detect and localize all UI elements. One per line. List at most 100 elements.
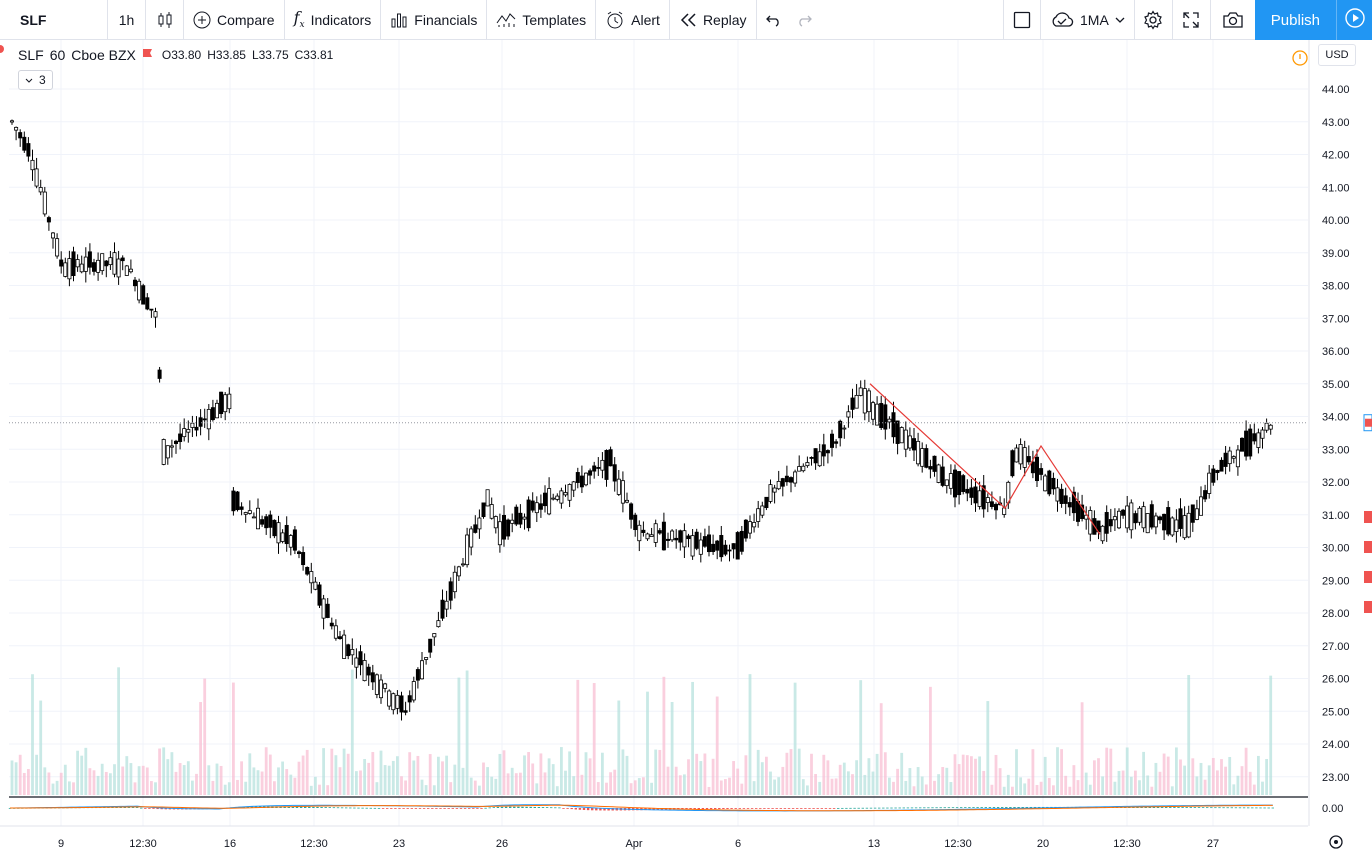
alert-button[interactable]: Alert xyxy=(596,0,670,40)
candle-body xyxy=(51,232,56,239)
financials-button[interactable]: Financials xyxy=(381,0,488,40)
chart-style-button[interactable] xyxy=(146,0,184,40)
candle-body xyxy=(526,499,531,529)
volume-bar xyxy=(1224,766,1227,795)
candle-body xyxy=(1227,450,1232,465)
candle-body xyxy=(317,584,322,606)
volume-bar xyxy=(178,763,182,795)
candle-body xyxy=(518,512,523,525)
volume-bar xyxy=(588,758,592,795)
volume-bar xyxy=(1117,770,1121,795)
candle-body xyxy=(871,402,876,420)
play-button[interactable] xyxy=(1336,0,1372,40)
macd-histogram-bar xyxy=(345,807,348,809)
undo-icon[interactable] xyxy=(765,13,782,27)
layout-button[interactable]: 1MA xyxy=(1041,0,1135,40)
candle-body xyxy=(809,457,814,459)
volume-bar xyxy=(92,770,96,795)
candle-body xyxy=(333,625,338,639)
templates-button[interactable]: Templates xyxy=(487,0,597,40)
candle-body xyxy=(219,391,224,415)
currency-label[interactable]: USD xyxy=(1318,44,1356,66)
macd-histogram-bar xyxy=(373,807,377,809)
macd-histogram-bar xyxy=(582,808,586,810)
candle-body xyxy=(374,674,379,695)
symbol-search-button[interactable]: SLF xyxy=(0,0,108,40)
volume-bar xyxy=(678,775,682,795)
compare-button[interactable]: Compare xyxy=(184,0,285,40)
candle-body xyxy=(292,529,297,551)
candle-body xyxy=(202,418,207,421)
volume-bar xyxy=(1146,775,1150,795)
candle-body xyxy=(182,428,187,438)
candle-body xyxy=(428,638,433,653)
macd-histogram-bar xyxy=(1234,807,1238,809)
volume-bar xyxy=(1056,747,1059,795)
macd-histogram-bar xyxy=(808,808,811,809)
volume-bar xyxy=(1093,760,1096,795)
candle-body xyxy=(477,517,482,530)
volume-bar xyxy=(236,779,239,795)
candle-body xyxy=(719,535,724,558)
trend-drawing-line[interactable] xyxy=(869,383,1101,535)
candle-body xyxy=(731,543,736,550)
candle-body xyxy=(739,530,744,552)
candle-body xyxy=(63,262,68,277)
legend-collapse-button[interactable]: 3 xyxy=(18,70,53,90)
price-label: 42.00 xyxy=(1322,150,1350,162)
snapshot-button[interactable] xyxy=(1211,0,1255,40)
interval-button[interactable]: 1h xyxy=(108,0,146,40)
candle-body xyxy=(1043,475,1048,492)
chart-canvas[interactable]: 44.00 43.00 42.00 41.00 40.00 39.00 38.00 37.00… xyxy=(0,40,1372,856)
candle-body xyxy=(1186,512,1191,538)
redo-icon[interactable] xyxy=(796,13,812,27)
candle-body xyxy=(875,403,880,426)
volume-bar xyxy=(1244,747,1248,795)
candle-body xyxy=(1244,430,1249,457)
publish-button[interactable]: Publish xyxy=(1254,0,1336,40)
candle-body xyxy=(711,543,716,552)
price-label: 33.00 xyxy=(1322,444,1350,456)
volume-bar xyxy=(842,762,846,795)
candle-body xyxy=(1182,515,1187,539)
macd-histogram-bar xyxy=(750,808,754,809)
time-label: 6 xyxy=(735,838,741,850)
candle-body xyxy=(752,522,757,528)
volume-bar xyxy=(855,760,858,795)
macd-histogram-bar xyxy=(869,807,873,809)
fullscreen-toggle-button[interactable] xyxy=(1003,0,1041,40)
volume-bar xyxy=(687,759,690,795)
indicators-button[interactable]: fx Indicators xyxy=(285,0,382,40)
replay-button[interactable]: Replay xyxy=(670,0,757,40)
volume-bar xyxy=(847,771,850,795)
volume-bar xyxy=(580,774,584,795)
volume-bar xyxy=(998,768,1002,795)
volume-bar xyxy=(953,754,957,795)
volume-bar xyxy=(637,778,641,795)
candle-body xyxy=(973,486,978,504)
macd-histogram-bar xyxy=(796,808,799,809)
candle-body xyxy=(1133,513,1138,524)
settings-button[interactable] xyxy=(1135,0,1173,40)
candle-body xyxy=(1268,424,1273,430)
flag-icon[interactable] xyxy=(142,47,156,63)
macd-histogram-bar xyxy=(427,808,430,809)
clock-icon[interactable] xyxy=(1292,50,1308,71)
candle-body xyxy=(1117,510,1122,529)
cloud-check-icon xyxy=(1050,11,1074,29)
candle-body xyxy=(977,490,982,507)
candle-body xyxy=(1219,459,1224,472)
volume-bar xyxy=(707,786,711,795)
scale-settings-icon[interactable] xyxy=(1329,835,1343,849)
macd-histogram-bar xyxy=(693,808,696,810)
volume-bar xyxy=(1195,776,1199,795)
macd-histogram-bar xyxy=(988,807,992,808)
volume-bar xyxy=(22,772,26,795)
macd-histogram-bar xyxy=(353,807,356,809)
candle-body xyxy=(805,462,810,467)
macd-histogram-bar xyxy=(418,808,422,809)
volume-bar xyxy=(420,779,424,795)
fullscreen-button[interactable] xyxy=(1173,0,1211,40)
macd-histogram-bar xyxy=(550,807,553,809)
candle-body xyxy=(1067,502,1072,508)
